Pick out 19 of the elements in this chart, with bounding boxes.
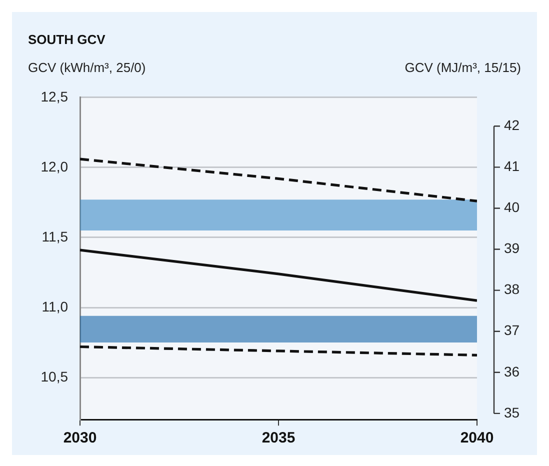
y2-tick-label: 41 xyxy=(504,158,520,174)
y2-tick-label: 42 xyxy=(504,116,520,133)
x-tick-label: 2040 xyxy=(460,430,494,447)
y-tick-label: 12,5 xyxy=(40,88,68,104)
y-axis-title: GCV (kWh/m³, 25/0) xyxy=(28,60,146,75)
x-tick-label: 2035 xyxy=(262,430,296,447)
y2-tick-label: 35 xyxy=(504,404,520,420)
y2-tick-label: 38 xyxy=(504,281,520,298)
x-tick-label: 2030 xyxy=(63,430,97,447)
y2-tick-label: 37 xyxy=(504,322,520,338)
y2-tick-label: 36 xyxy=(504,363,520,380)
y2-tick-label: 40 xyxy=(504,199,520,216)
y-tick-label: 10,5 xyxy=(40,368,68,384)
y-tick-label: 12,0 xyxy=(40,158,68,174)
chart-title: SOUTH GCV xyxy=(28,32,106,47)
y2-tick-label: 39 xyxy=(504,240,520,256)
y-tick-label: 11,0 xyxy=(42,298,68,314)
y-tick-label: 11,5 xyxy=(42,228,68,244)
y2-axis-title: GCV (MJ/m³, 15/15) xyxy=(404,60,521,75)
